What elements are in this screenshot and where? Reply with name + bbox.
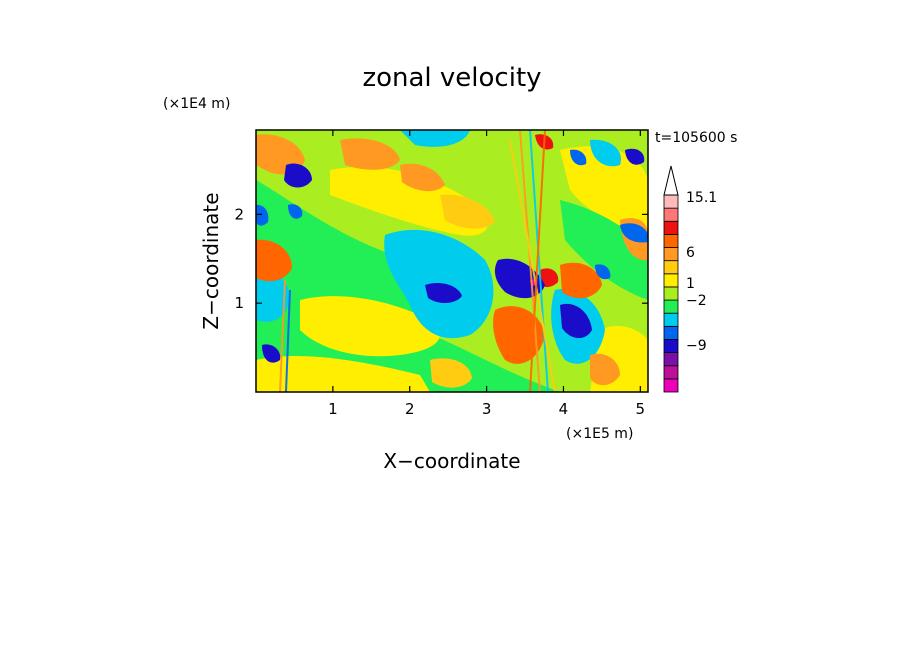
ridge-streak-1 [519,130,541,392]
colorbar-label-4: −9 [686,338,707,354]
colorbar-level-8 [663,273,679,288]
colorbar-label-2: 1 [686,276,695,292]
ridge-streaks [279,130,556,392]
ridge-streak-6 [285,289,291,392]
colorbar-level-10 [663,247,679,262]
colorbar-level-4 [663,325,679,340]
x-tick-label-3: 4 [559,400,569,418]
y-axis-ticks: 12 [234,205,648,312]
colorbar-level-7 [663,286,679,301]
field-orange-left [256,239,292,282]
colorbar-arrow [663,165,679,196]
plot-frame [255,129,649,393]
field-navy-left [284,163,312,188]
x-axis-ticks: 1 2 3 4 5 [328,130,645,418]
ridge-streak-2 [529,130,549,392]
chart-title: zonal velocity [362,63,541,93]
field-cyan-left [256,269,290,322]
colorbar-labels: 15.1 6 1−2 −9 [686,190,717,354]
field-navy-left-low [262,344,281,363]
colorbar-level-12 [663,220,679,235]
colorbar-label-1: 6 [686,245,695,261]
field-navy-right [560,303,592,339]
field-blue-right-mid [595,264,611,280]
y-unit-label: (×1E4 m) [163,96,230,112]
field-cyan-topright [590,139,621,167]
field-navy-right-edge [620,223,648,243]
x-tick-label-4: 5 [636,400,646,418]
colorbar-level-11 [663,233,679,248]
field-yellow-right [560,146,648,230]
x-axis-label: X−coordinate [383,449,520,473]
field-orange-top [340,138,400,170]
colorbar-level-3 [663,339,679,354]
colorbar-level-9 [663,260,679,275]
y-tick-label-1: 2 [234,205,244,223]
field-blue-left-small [288,204,303,219]
colorbar-level-6 [663,299,679,314]
field-orange-bottom [430,358,472,388]
field-blue-right-top [570,149,587,166]
ridge-streak-4 [529,130,546,392]
field-green-right [560,200,648,300]
y-axis-label: Z−coordinate [199,192,223,329]
field-orange-upper [400,163,445,192]
field-orange-right [560,262,602,299]
field-orange-mid [440,194,495,229]
colorbar [663,165,679,393]
colorbar-level-5 [663,312,679,327]
colorbar-label-0: 15.1 [686,190,717,206]
ridge-streak-3 [509,139,556,392]
x-tick-label-0: 1 [328,400,338,418]
field-yellow-mid [300,296,440,357]
field-yellow-low [256,355,430,392]
field-cyan-top [400,130,470,147]
colorbar-level-14 [663,194,679,209]
field-orange-botright [590,353,620,386]
field-navy-center [425,283,462,304]
colorbar-level-0 [663,378,679,393]
colorbar-level-13 [663,207,679,222]
time-label: t=105600 s [655,130,737,146]
colorbar-level-2 [663,352,679,367]
y-tick-label-0: 1 [234,294,244,312]
contour-field [256,130,648,392]
x-tick-label-1: 2 [405,400,415,418]
colorbar-label-3: −2 [686,293,707,309]
x-tick-label-2: 3 [482,400,492,418]
x-unit-label: (×1E5 m) [566,426,633,442]
field-navy-topright [625,148,645,165]
field-blue-left-edge [256,204,269,226]
ridge-streak-5 [279,279,286,392]
colorbar-level-1 [663,365,679,380]
